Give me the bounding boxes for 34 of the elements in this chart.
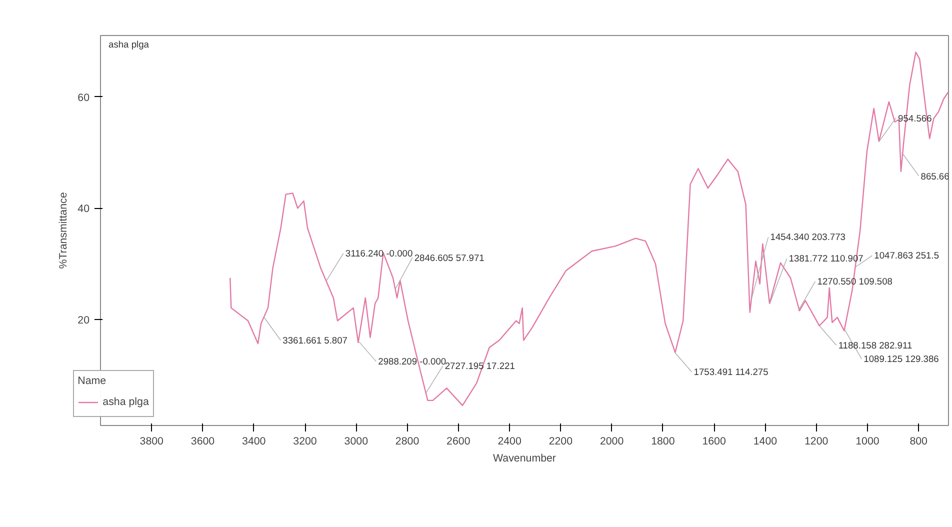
x-tick-label: 800: [910, 436, 928, 448]
x-tick-label: 1200: [804, 436, 828, 448]
x-tick-label: 3800: [140, 436, 164, 448]
x-tick-label: 2600: [446, 436, 470, 448]
x-tick-label: 2800: [395, 436, 420, 448]
x-tick-label: 1600: [702, 436, 726, 448]
x-tick-label: 2200: [548, 436, 573, 448]
x-tick-label: 1800: [651, 436, 675, 448]
legend-title: Name: [78, 375, 108, 387]
annotation: 1089.125 129.386: [864, 354, 939, 364]
y-tick-label: 20: [78, 314, 90, 327]
annotation: 3116.240 -0.000: [345, 248, 413, 258]
x-tick-label: 3400: [242, 436, 266, 448]
x-tick-label: 3000: [344, 436, 368, 448]
x-tick-label: 2000: [600, 436, 624, 448]
annotation: 2988.209 -0.000: [378, 356, 446, 366]
annotation: 1454.340 203.773: [770, 232, 846, 242]
y-tick-label: 60: [78, 92, 90, 104]
x-tick-label: 2400: [498, 436, 522, 448]
x-tick-label: 3200: [293, 436, 317, 448]
annotation: 1047.863 251.5: [874, 250, 940, 261]
y-tick-label: 40: [78, 203, 90, 216]
x-tick-label: 1400: [753, 436, 778, 448]
annotation: 1753.491 114.275: [694, 367, 768, 378]
text: asha plga: [108, 40, 149, 50]
y-axis-title: %Transmittance: [58, 192, 70, 269]
line-series: [230, 52, 948, 406]
x-tick-label: 1000: [856, 436, 880, 448]
x-axis-title: Wavenumber: [493, 452, 556, 464]
x-tick-label: 3600: [190, 436, 215, 448]
annotation: 2846.605 57.971: [414, 252, 484, 263]
annotation: 1188.158 282.911: [838, 340, 912, 350]
annotation: 3361.661 5.807: [282, 335, 348, 346]
legend-label: asha plga: [102, 396, 149, 408]
